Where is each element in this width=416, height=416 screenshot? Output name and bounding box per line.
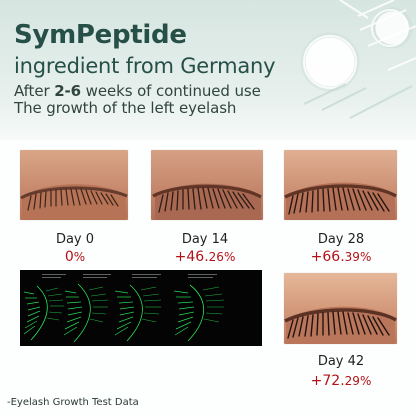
eyelash-growth-test-data-note: -Eyelash Growth Test Data bbox=[7, 397, 139, 408]
day-28-result: +66.39% bbox=[286, 248, 396, 264]
day-42-eye-photo bbox=[284, 273, 397, 344]
day-14-result-main: +46. bbox=[174, 249, 209, 265]
eye-closeup-photo-icon bbox=[284, 150, 397, 220]
subtitle-weeks: 2-6 bbox=[54, 82, 82, 100]
subtitle-prefix: After bbox=[14, 82, 55, 100]
eye-closeup-photo-icon bbox=[151, 150, 263, 220]
day-0-label: Day 0 bbox=[55, 232, 95, 247]
hero-subtitle-line-1: After 2-6 weeks of continued use bbox=[14, 84, 261, 99]
hero-title-line-1: SymPeptide bbox=[14, 20, 187, 50]
day-0-result-suffix: % bbox=[73, 250, 86, 264]
hero-subtitle-line-2: The growth of the left eyelash bbox=[14, 99, 237, 117]
day-14-label: Day 14 bbox=[181, 232, 229, 247]
day-28-label: Day 28 bbox=[317, 232, 365, 247]
hero-banner: SymPeptide ingredient from Germany After… bbox=[0, 0, 416, 140]
day-14-eye-photo bbox=[151, 150, 263, 220]
eyelash-growth-scan-icon bbox=[20, 270, 262, 346]
day-14-result-suffix: % bbox=[223, 250, 236, 264]
day-42-result-suffix: % bbox=[359, 374, 372, 388]
day-28-result-decimal: 39 bbox=[344, 250, 360, 264]
day-28-result-suffix: % bbox=[359, 250, 372, 264]
day-14-result: +46.26% bbox=[150, 248, 260, 264]
day-14-result-decimal: 26 bbox=[208, 250, 224, 264]
eye-closeup-photo-icon bbox=[284, 273, 397, 344]
subtitle-suffix: weeks of continued use bbox=[81, 82, 261, 100]
results-section: Day 0 0% Day 14 +46.26% Day 28 +66.39% D… bbox=[0, 140, 416, 416]
lab-glassware-illustration-icon bbox=[303, 0, 416, 119]
eyelash-growth-scan bbox=[20, 270, 262, 346]
day-42-label: Day 42 bbox=[317, 354, 365, 369]
day-42-result-main: +72. bbox=[310, 373, 345, 389]
day-42-result-decimal: 29 bbox=[344, 374, 360, 388]
hero-title-line-2: ingredient from Germany bbox=[14, 54, 276, 78]
day-28-result-main: +66. bbox=[310, 249, 345, 265]
day-42-result: +72.29% bbox=[286, 372, 396, 388]
day-0-eye-photo bbox=[20, 150, 128, 220]
day-28-eye-photo bbox=[284, 150, 397, 220]
day-0-result: 0% bbox=[20, 250, 130, 264]
eye-closeup-photo-icon bbox=[20, 150, 128, 220]
day-0-result-main: 0 bbox=[64, 249, 74, 265]
